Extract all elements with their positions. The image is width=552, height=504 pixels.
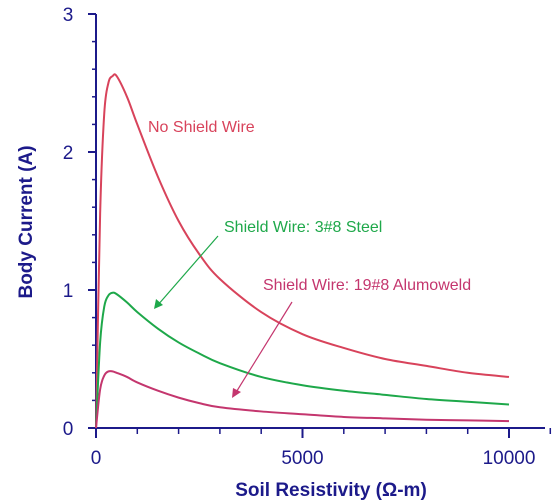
y-tick-label: 2 [63,143,74,164]
y-tick-label: 1 [63,281,74,302]
axis-ticks [88,13,552,438]
annotation-no-shield-wire: No Shield Wire [148,119,255,136]
y-axis-title: Body Current (A) [16,145,37,298]
series-line-no-shield-wire [95,73,510,429]
annotations: No Shield Wire Shield Wire: 3#8 Steel Sh… [148,119,471,398]
y-tick-label: 0 [63,419,74,440]
series-lines [95,73,510,429]
annotation-alumoweld-shield-wire: Shield Wire: 19#8 Alumoweld [263,277,471,294]
annotation-arrowhead-steel [154,299,163,309]
annotation-arrow-steel [156,235,219,307]
tick-labels: 0 1 2 3 0 5000 10000 [63,5,536,469]
x-tick-label: 10000 [483,448,536,469]
series-line-shield-wire-19-8-alumoweld [95,370,510,429]
x-axis-title: Soil Resistivity (Ω-m) [235,480,427,501]
annotation-steel-shield-wire: Shield Wire: 3#8 Steel [224,219,382,236]
y-tick-label: 3 [63,5,74,26]
annotation-arrow-alumoweld [234,301,293,395]
x-tick-label: 0 [91,448,102,469]
annotation-arrowhead-alumoweld [232,388,241,398]
series-line-shield-wire-3-8-steel [95,291,510,429]
x-tick-label: 5000 [281,448,323,469]
